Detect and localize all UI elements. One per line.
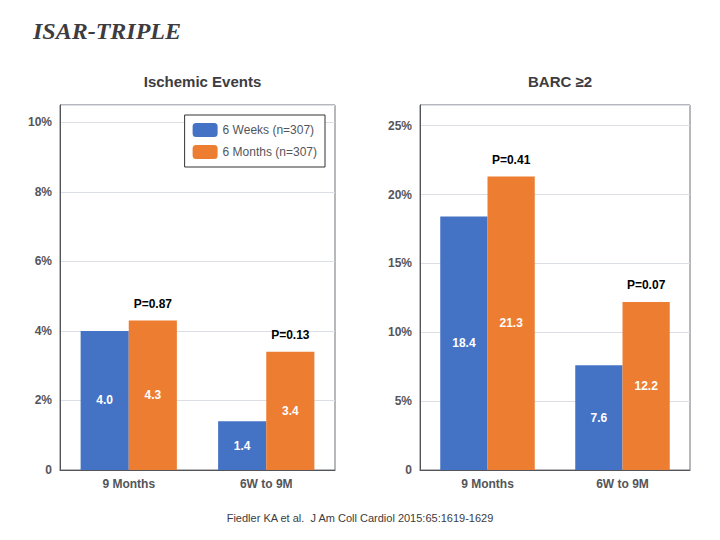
svg-text:9 Months: 9 Months <box>461 477 514 491</box>
svg-text:18.4: 18.4 <box>452 336 476 350</box>
svg-text:6W to 9M: 6W to 9M <box>596 477 649 491</box>
svg-text:7.6: 7.6 <box>591 411 608 425</box>
svg-text:12.2: 12.2 <box>634 379 658 393</box>
svg-text:Fiedler KA et al. J Am Coll C: Fiedler KA et al. J Am Coll Cardiol 2015… <box>227 512 494 524</box>
svg-text:P=0.41: P=0.41 <box>492 153 531 167</box>
svg-text:1.4: 1.4 <box>234 439 251 453</box>
svg-text:20%: 20% <box>388 188 412 202</box>
svg-text:6W to 9M: 6W to 9M <box>240 477 293 491</box>
svg-text:P=0.13: P=0.13 <box>271 328 310 342</box>
svg-text:3.4: 3.4 <box>282 404 299 418</box>
svg-text:4.3: 4.3 <box>144 388 161 402</box>
svg-text:2%: 2% <box>35 393 53 407</box>
svg-text:BARC ≥2: BARC ≥2 <box>528 73 592 90</box>
svg-text:4%: 4% <box>35 324 53 338</box>
svg-text:8%: 8% <box>35 185 53 199</box>
svg-text:21.3: 21.3 <box>499 316 523 330</box>
svg-text:6%: 6% <box>35 254 53 268</box>
svg-text:0: 0 <box>45 463 52 477</box>
svg-text:9 Months: 9 Months <box>102 477 155 491</box>
svg-text:5%: 5% <box>395 394 413 408</box>
svg-text:P=0.87: P=0.87 <box>134 297 173 311</box>
svg-text:10%: 10% <box>388 325 412 339</box>
svg-text:P=0.07: P=0.07 <box>627 278 666 292</box>
svg-text:6 Months (n=307): 6 Months (n=307) <box>223 145 317 159</box>
svg-text:15%: 15% <box>388 256 412 270</box>
svg-text:Ischemic Events: Ischemic Events <box>144 73 262 90</box>
svg-text:4.0: 4.0 <box>96 393 113 407</box>
svg-text:25%: 25% <box>388 119 412 133</box>
svg-text:10%: 10% <box>28 115 52 129</box>
svg-text:ISAR-TRIPLE: ISAR-TRIPLE <box>32 18 181 44</box>
svg-text:6 Weeks (n=307): 6 Weeks (n=307) <box>223 123 315 137</box>
svg-text:0: 0 <box>405 463 412 477</box>
